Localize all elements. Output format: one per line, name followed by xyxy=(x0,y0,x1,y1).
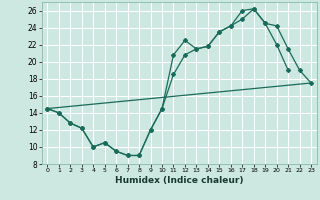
X-axis label: Humidex (Indice chaleur): Humidex (Indice chaleur) xyxy=(115,176,244,185)
